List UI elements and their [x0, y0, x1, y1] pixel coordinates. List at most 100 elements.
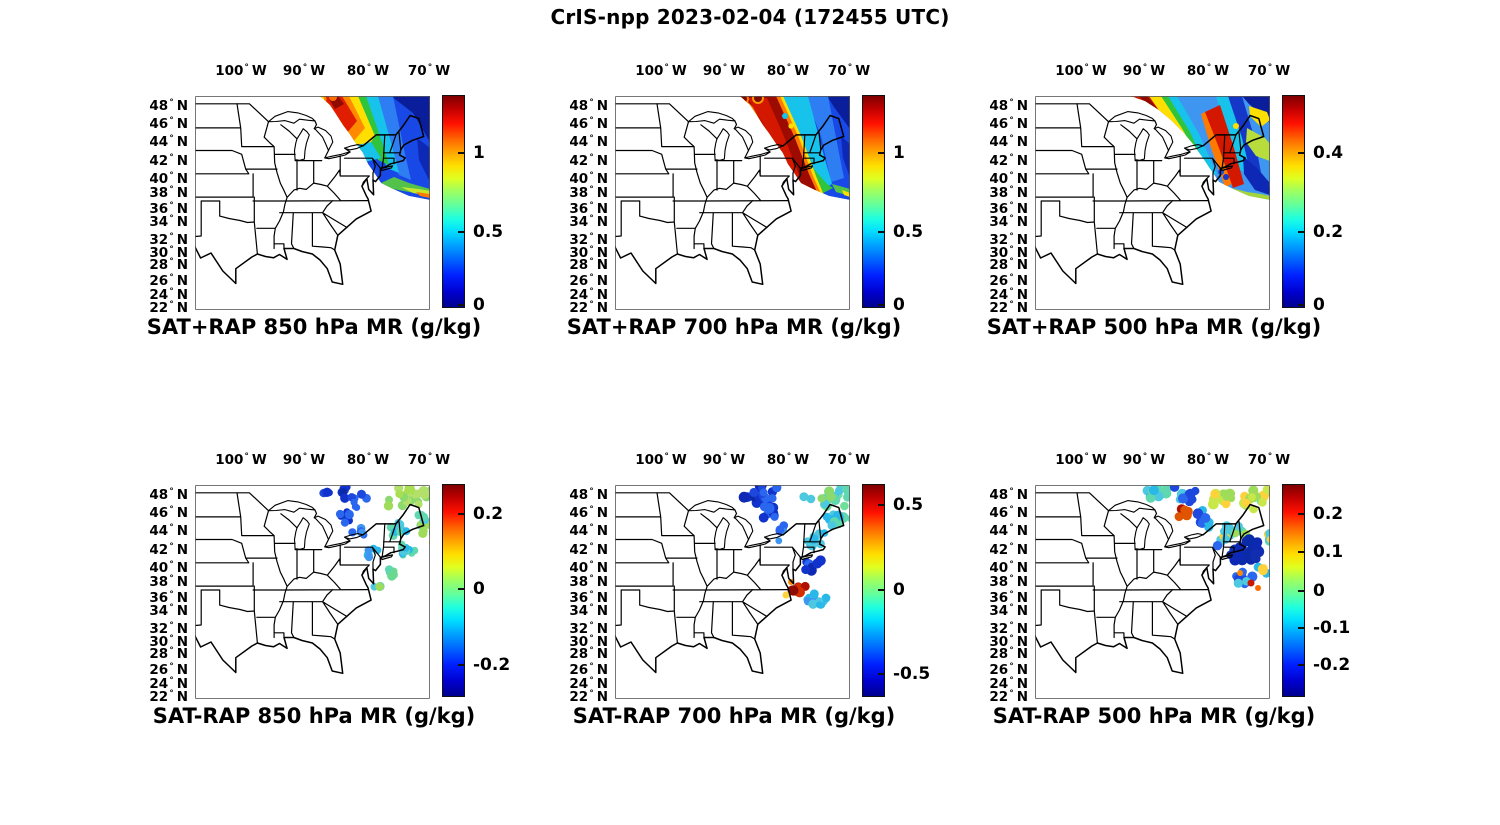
tick-value: 26 [989, 662, 1009, 678]
degree-symbol: ° [1009, 542, 1014, 552]
tick-suffix: N [1016, 689, 1028, 705]
degree-symbol: ° [1009, 574, 1014, 584]
tick-suffix: W [310, 452, 326, 468]
tick-suffix: N [1016, 257, 1028, 273]
degree-symbol: ° [427, 63, 433, 73]
tick-suffix: N [176, 689, 188, 705]
colorbar-gradient [442, 484, 465, 697]
degree-symbol: ° [169, 603, 174, 613]
us-basemap [615, 492, 845, 675]
tick-value: 34 [569, 214, 589, 230]
tick-value: 38 [989, 185, 1009, 201]
degree-symbol: ° [366, 63, 372, 73]
tick-value: 32 [569, 621, 589, 637]
tick-suffix: N [1016, 287, 1028, 303]
lat-tick-label: 42° N [550, 153, 608, 169]
tick-value: 38 [989, 574, 1009, 590]
tick-suffix: N [1016, 634, 1028, 650]
tick-value: 46 [569, 116, 589, 132]
tick-value: 34 [569, 603, 589, 619]
map-frame [1035, 485, 1270, 699]
tick-suffix: N [176, 245, 188, 261]
tick-value: 28 [149, 257, 169, 273]
degree-symbol: ° [169, 171, 174, 181]
lat-tick-label: 26° N [970, 273, 1028, 289]
lat-tick-label: 26° N [130, 662, 188, 678]
degree-symbol: ° [169, 185, 174, 195]
degree-symbol: ° [589, 662, 594, 672]
degree-symbol: ° [589, 689, 594, 699]
lat-tick-label: 40° N [970, 560, 1028, 576]
degree-symbol: ° [847, 452, 853, 462]
lat-tick-label: 48° N [130, 487, 188, 503]
figure-title: CrIS-npp 2023-02-04 (172455 UTC) [550, 5, 950, 29]
degree-symbol: ° [1009, 201, 1014, 211]
tick-value: 36 [989, 201, 1009, 217]
tick-value: 42 [569, 153, 589, 169]
map-frame [195, 485, 430, 699]
tick-suffix: N [596, 676, 608, 692]
tick-suffix: N [176, 523, 188, 539]
tick-value: 26 [149, 662, 169, 678]
colorbar-tick [458, 303, 464, 306]
tick-suffix: W [435, 63, 451, 79]
tick-value: 38 [149, 185, 169, 201]
degree-symbol: ° [589, 590, 594, 600]
degree-symbol: ° [302, 452, 308, 462]
map-frame [1035, 96, 1270, 310]
tick-value: 32 [569, 232, 589, 248]
degree-symbol: ° [589, 646, 594, 656]
colorbar-tick [878, 504, 884, 507]
lat-tick-label: 46° N [550, 505, 608, 521]
colorbar-tick [458, 664, 464, 667]
lon-tick-label: 90° W [283, 63, 325, 79]
us-basemap [195, 492, 425, 675]
colorbar-tick-label: 0.2 [1313, 503, 1344, 524]
lat-tick-label: 36° N [550, 201, 608, 217]
panel-sat-minus-rap-850hpa: 100° W 90° W 80° W 70° W 0.2 0 -0.2 SAT-RAP 850 h… [130, 447, 522, 747]
lat-tick-label: 38° N [970, 574, 1028, 590]
tick-value: 24 [149, 287, 169, 303]
colorbar-tick-label: 0 [893, 294, 905, 315]
colorbar-gradient [1282, 484, 1305, 697]
lat-tick-label: 22° N [550, 300, 608, 316]
tick-value: 26 [149, 273, 169, 289]
tick-suffix: N [176, 257, 188, 273]
degree-symbol: ° [169, 201, 174, 211]
lon-tick-label: 70° W [1248, 452, 1290, 468]
tick-suffix: N [1016, 214, 1028, 230]
tick-suffix: N [1016, 185, 1028, 201]
tick-value: 42 [149, 542, 169, 558]
lat-tick-label: 30° N [550, 245, 608, 261]
degree-symbol: ° [1009, 603, 1014, 613]
colorbar-tick [1298, 626, 1304, 629]
panel-sat-plus-rap-850hpa: 100° W 90° W 80° W 70° W 1 0.5 0 SAT+RAP 850 hPa … [130, 58, 522, 358]
lat-tick-label: 38° N [550, 185, 608, 201]
lat-tick-label: 38° N [970, 185, 1028, 201]
colorbar-tick [1298, 231, 1304, 234]
lat-tick-label: 34° N [970, 603, 1028, 619]
tick-value: 38 [149, 574, 169, 590]
lat-tick-label: 46° N [130, 116, 188, 132]
tick-value: 70 [407, 63, 427, 79]
tick-suffix: N [596, 232, 608, 248]
degree-symbol: ° [1206, 63, 1212, 73]
tick-suffix: N [596, 646, 608, 662]
retrieval-swath [1130, 96, 1270, 200]
tick-suffix: N [176, 676, 188, 692]
tick-suffix: N [176, 273, 188, 289]
tick-suffix: N [176, 487, 188, 503]
colorbar-tick [1298, 664, 1304, 667]
tick-value: 24 [989, 676, 1009, 692]
tick-suffix: N [596, 245, 608, 261]
degree-symbol: ° [1009, 590, 1014, 600]
tick-suffix: N [596, 273, 608, 289]
colorbar-tick [458, 231, 464, 234]
tick-value: 70 [827, 63, 847, 79]
degree-symbol: ° [169, 232, 174, 242]
tick-value: 90 [282, 452, 302, 468]
lat-tick-label: 38° N [130, 574, 188, 590]
colorbar-tick-label: 0.1 [1313, 542, 1344, 563]
tick-value: 80 [1186, 63, 1206, 79]
